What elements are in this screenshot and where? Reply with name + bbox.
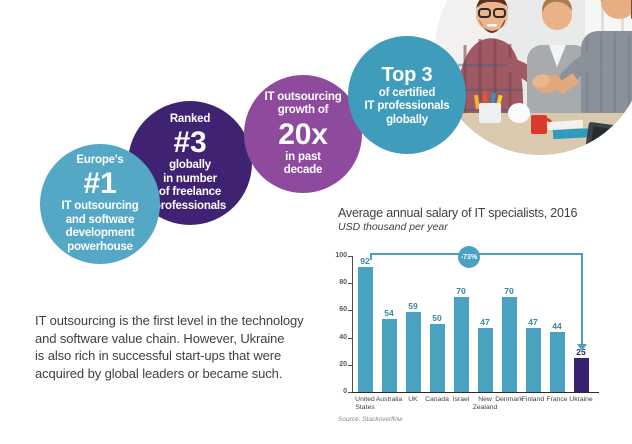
bar-value-label: 47 xyxy=(480,317,490,328)
salary-bar xyxy=(357,266,373,392)
bar-value-label: 59 xyxy=(408,300,418,311)
y-axis-tick-label: 0 xyxy=(343,388,347,395)
office-photo xyxy=(435,0,632,155)
x-axis-category-label: Finland xyxy=(521,396,545,403)
bubble-bottom-text: of certified IT professionals globally xyxy=(364,86,450,126)
x-axis-category-label: Ukraine xyxy=(569,396,593,403)
x-axis-category-label: UK xyxy=(408,396,418,403)
bubble-big-text: 20x xyxy=(278,117,328,151)
salary-chart: Average annual salary of IT specialists,… xyxy=(335,206,632,444)
bubble-top-text: Ranked xyxy=(169,112,211,125)
salary-bar xyxy=(525,328,541,392)
bubble-growth-20x: IT outsourcing growth of 20x in past dec… xyxy=(244,75,362,193)
bubble-top-text: IT outsourcing growth of xyxy=(264,90,342,117)
y-axis-tick xyxy=(348,310,352,312)
difference-badge: -73% xyxy=(458,246,480,268)
y-axis-tick-label: 100 xyxy=(335,252,347,259)
y-axis-tick-label: 40 xyxy=(339,333,347,341)
salary-bar xyxy=(477,328,493,392)
y-axis-tick xyxy=(348,337,352,339)
bracket-arrowhead-icon xyxy=(577,344,587,351)
x-axis-line xyxy=(349,392,599,393)
intro-paragraph: IT outsourcing is the first level in the… xyxy=(35,313,304,381)
salary-bar xyxy=(549,332,565,392)
x-axis-category-label: United States xyxy=(355,396,375,411)
bar-value-label: 70 xyxy=(504,285,514,296)
office-photo-illustration xyxy=(435,0,632,155)
salary-bar xyxy=(453,296,469,392)
salary-bar xyxy=(573,358,589,392)
y-axis-tick xyxy=(348,256,352,257)
y-axis-tick-label: 20 xyxy=(339,360,347,368)
bar-value-label: 70 xyxy=(456,285,466,296)
bar-value-label: 44 xyxy=(552,321,562,332)
bar-value-label: 47 xyxy=(528,317,538,328)
salary-bar xyxy=(381,318,397,392)
bubble-top-text: Europe's xyxy=(76,153,124,166)
bubble-big-text: Top 3 xyxy=(381,63,433,86)
bubble-europes-no1: Europe's #1 IT outsourcing and software … xyxy=(40,144,160,264)
bar-value-label: 50 xyxy=(432,313,442,323)
bubble-bottom-text: globally in number of freelance professi… xyxy=(153,159,227,212)
bubble-top3-certified: Top 3 of certified IT professionals glob… xyxy=(348,36,466,154)
bubble-bottom-text: IT outsourcing and software development … xyxy=(61,200,139,253)
chart-subtitle: USD thousand per year xyxy=(338,221,448,233)
bracket-line-left-stub xyxy=(370,253,372,260)
y-axis-line xyxy=(352,256,353,392)
y-axis-tick-label: 60 xyxy=(339,306,347,314)
x-axis-category-label: Denmark xyxy=(495,396,523,403)
bar-value-label: 25 xyxy=(576,347,586,357)
bubble-big-text: #1 xyxy=(83,167,117,201)
salary-bar xyxy=(429,324,445,392)
salary-bar xyxy=(501,296,517,392)
bar-value-label: 54 xyxy=(384,307,394,318)
bracket-line-vertical xyxy=(581,253,583,344)
x-axis-category-label: Australia xyxy=(375,396,403,403)
salary-bar xyxy=(405,311,421,392)
x-axis-category-label: Israel xyxy=(452,396,470,403)
x-axis-category-label: France xyxy=(546,396,568,403)
y-axis-tick-label: 80 xyxy=(339,279,347,287)
bubble-bottom-text: in past decade xyxy=(283,150,323,177)
y-axis-tick xyxy=(348,283,352,285)
x-axis-category-label: New Zealand xyxy=(472,396,498,411)
chart-title: Average annual salary of IT specialists,… xyxy=(338,206,578,220)
y-axis-tick xyxy=(348,392,352,393)
bar-value-label: 92 xyxy=(360,255,370,266)
x-axis-category-label: Canada xyxy=(425,396,449,403)
photo-handshake xyxy=(532,74,562,94)
chart-source: Source: Stackoverflow xyxy=(338,416,403,423)
bubble-big-text: #3 xyxy=(173,126,207,160)
y-axis-tick xyxy=(348,364,352,366)
